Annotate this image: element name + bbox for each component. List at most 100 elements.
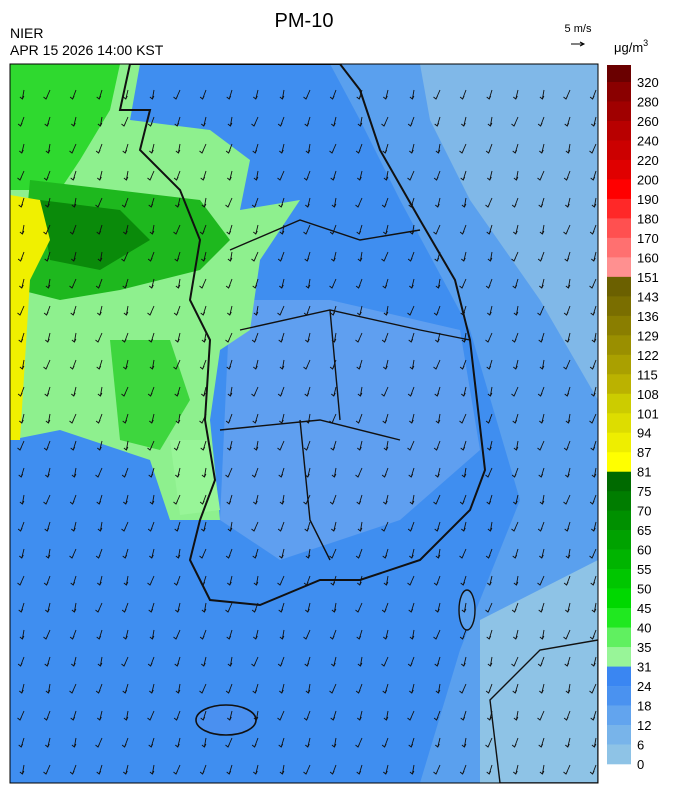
- wind-arrow: [407, 521, 415, 532]
- wind-arrow: [147, 170, 155, 181]
- wind-arrow: [565, 197, 571, 208]
- wind-arrow: [95, 143, 103, 154]
- wind-arrow: [563, 305, 571, 316]
- colorbar-label: 143: [637, 289, 659, 304]
- wind-arrow: [511, 116, 519, 127]
- wind-arrow: [71, 521, 77, 532]
- wind-arrow: [383, 170, 389, 181]
- wind-arrow: [461, 521, 467, 532]
- colorbar-segment: [607, 65, 631, 83]
- wind-arrow: [303, 224, 311, 235]
- wind-arrow: [226, 494, 233, 505]
- colorbar-label: 0: [637, 757, 644, 772]
- wind-arrow: [253, 89, 259, 100]
- wind-arrow: [329, 359, 337, 370]
- wind-arrow: [278, 467, 285, 478]
- wind-arrow: [305, 683, 311, 694]
- wind-arrow: [355, 143, 363, 154]
- wind-arrow: [511, 656, 519, 667]
- wind-arrow: [122, 278, 129, 289]
- wind-arrow: [277, 656, 285, 667]
- wind-arrow: [121, 602, 129, 613]
- wind-arrow: [487, 656, 493, 667]
- colorbar-segment: [607, 549, 631, 570]
- wind-arrow: [277, 305, 285, 316]
- wind-arrow: [513, 224, 519, 235]
- wind-arrow: [96, 629, 103, 640]
- wind-arrow: [512, 413, 519, 424]
- map-frame: [9, 63, 599, 784]
- wind-arrow: [95, 332, 103, 343]
- wind-arrow: [201, 251, 207, 262]
- wind-arrow: [409, 224, 415, 235]
- wind-arrow: [487, 575, 493, 586]
- wind-arrow: [537, 521, 545, 532]
- wind-arrow: [511, 251, 519, 262]
- wind-arrow: [511, 521, 519, 532]
- colorbar-label: 160: [637, 250, 659, 265]
- wind-arrow: [71, 197, 77, 208]
- wind-arrow: [43, 170, 51, 181]
- wind-arrow: [227, 710, 233, 721]
- colorbar-segment: [607, 82, 631, 102]
- wind-arrow: [460, 710, 467, 721]
- wind-arrow: [253, 710, 259, 721]
- wind-arrow: [95, 413, 103, 424]
- wind-arrow: [17, 710, 25, 721]
- wind-arrow: [539, 89, 545, 100]
- colorbar-segment: [607, 725, 631, 745]
- wind-arrow: [357, 251, 363, 262]
- wind-arrow: [383, 224, 389, 235]
- wind-arrow: [227, 386, 233, 397]
- wind-arrow: [148, 197, 155, 208]
- colorbar-label: 220: [637, 153, 659, 168]
- wind-arrow: [173, 224, 181, 235]
- wind-arrow: [356, 224, 363, 235]
- wind-arrow: [589, 413, 597, 424]
- colorbar-segment: [607, 335, 631, 356]
- colorbar: 3202802602402202001901801701601511431361…: [607, 65, 659, 772]
- colorbar-segment: [607, 257, 631, 278]
- colorbar-segment: [607, 530, 631, 550]
- wind-arrow: [303, 629, 311, 640]
- wind-arrow: [485, 278, 493, 289]
- wind-arrow: [329, 683, 337, 694]
- wind-arrow: [303, 89, 311, 100]
- wind-arrow: [278, 602, 285, 613]
- wind-arrow: [565, 278, 571, 289]
- wind-arrow: [199, 494, 207, 505]
- wind-arrow: [407, 710, 415, 721]
- wind-arrow: [45, 278, 51, 289]
- wind-arrow: [435, 548, 441, 559]
- wind-arrow: [356, 764, 363, 775]
- colorbar-segment: [607, 705, 631, 726]
- wind-arrow: [199, 89, 207, 100]
- wind-arrow: [44, 386, 51, 397]
- wind-arrow: [201, 521, 207, 532]
- wind-arrow: [486, 764, 493, 775]
- wind-arrow: [459, 278, 467, 289]
- colorbar-label: 81: [637, 465, 651, 480]
- wind-arrow: [44, 656, 51, 667]
- wind-arrow: [304, 656, 311, 667]
- wind-arrow: [44, 251, 51, 262]
- wind-arrow: [409, 494, 415, 505]
- wind-arrow: [330, 710, 337, 721]
- wind-arrow: [355, 413, 363, 424]
- wind-arrow: [357, 170, 363, 181]
- wind-arrow: [199, 413, 207, 424]
- wind-arrow: [251, 467, 259, 478]
- wind-arrow: [95, 467, 103, 478]
- wind-arrow: [329, 494, 337, 505]
- wind-arrow: [357, 386, 363, 397]
- wind-arrow: [227, 656, 233, 667]
- wind-arrow: [43, 575, 51, 586]
- colorbar-segment: [607, 374, 631, 395]
- colorbar-label: 31: [637, 660, 651, 675]
- wind-arrow: [148, 602, 155, 613]
- wind-arrow: [381, 602, 389, 613]
- wind-arrow: [355, 467, 363, 478]
- colorbar-label: 6: [637, 738, 644, 753]
- colorbar-label: 87: [637, 445, 651, 460]
- wind-arrow: [461, 386, 467, 397]
